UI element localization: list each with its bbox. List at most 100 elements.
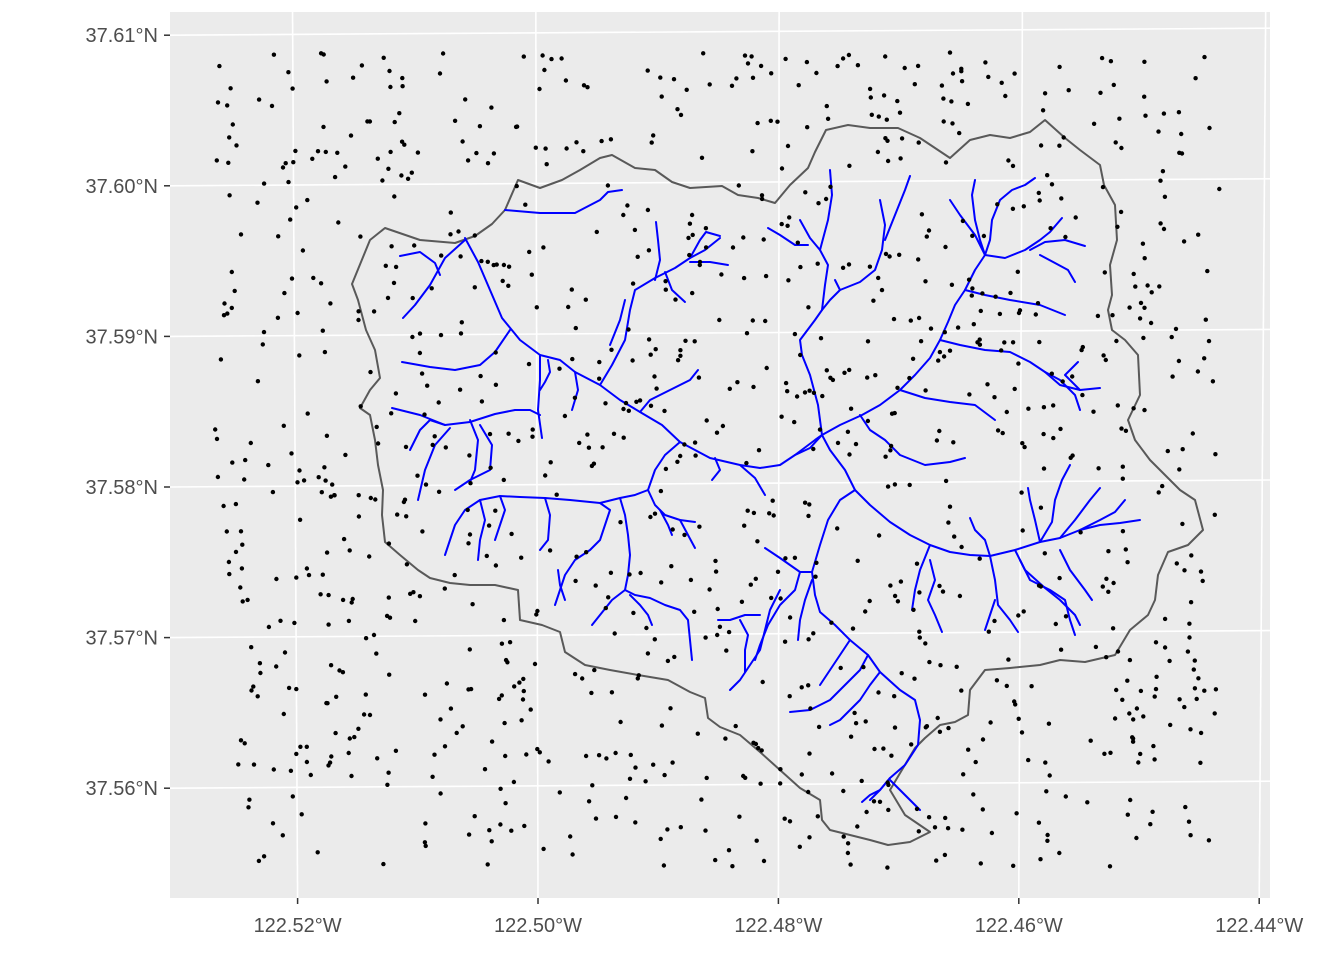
sample-point [479,399,485,404]
sample-point [478,373,483,379]
stream-segment [764,489,856,573]
sample-point [1198,760,1203,765]
sample-point [468,686,474,692]
sample-point [304,744,309,749]
sample-point [687,252,692,258]
sample-point [1037,198,1042,203]
sample-point [917,635,922,640]
sample-point [294,575,299,580]
sample-point [663,279,668,284]
sample-point [281,711,286,717]
sample-point [1207,125,1212,131]
sample-point [1033,312,1039,317]
sample-point [1152,757,1157,762]
sample-point [442,744,448,749]
sample-point [368,369,373,375]
sample-point [745,508,750,513]
sample-point [1162,194,1168,199]
sample-point [1149,290,1154,295]
stream-segment [819,639,851,686]
sample-point [238,529,244,534]
sample-point [422,412,427,417]
sample-point [802,500,808,505]
sample-point [385,295,391,301]
sample-point [389,244,394,249]
sample-point [530,427,535,432]
sample-point [381,861,386,867]
sample-point [1141,335,1146,341]
sample-point [955,325,961,330]
sample-point [438,332,444,338]
stream-segment [679,519,696,549]
sample-point [730,245,736,250]
sample-point [1205,268,1210,274]
stream-segment [1079,519,1141,531]
sample-point [563,78,569,83]
sample-point [855,558,860,563]
sample-point [804,59,810,65]
sample-point [730,864,735,869]
sample-point [537,86,542,92]
sample-point [297,468,302,473]
sample-point [1096,466,1101,471]
sample-point [669,564,674,569]
sample-point [1117,116,1122,121]
sample-point [1213,452,1218,457]
sample-point [1194,696,1199,702]
sample-point [845,850,851,856]
sample-point [908,318,913,323]
sample-point [1088,738,1093,743]
sample-point [957,593,963,599]
stream-segment [619,497,693,661]
sample-point [1038,584,1044,589]
sample-point [873,373,878,378]
sample-point [488,465,493,470]
sample-point [1068,455,1073,460]
sample-point [895,599,901,604]
sample-point [1019,490,1024,495]
sample-point [621,212,626,218]
sample-point [829,771,835,776]
sample-point [413,618,418,624]
sample-point [758,63,764,69]
sample-point [569,287,574,292]
sample-point [570,852,575,857]
sample-point [514,183,519,189]
x-tick-label: 122.48°W [734,915,822,937]
sample-point [1016,716,1021,721]
stream-segment [647,489,696,523]
stream-segment [571,371,579,411]
sample-point [820,393,825,399]
sample-point [970,286,975,291]
sample-point [534,612,539,617]
sample-point [1111,580,1116,586]
sample-point [630,281,636,286]
sample-point [835,526,840,531]
sample-point [1114,338,1119,344]
sample-point [937,583,942,589]
sample-point [318,592,323,597]
sample-point [324,550,330,555]
sample-point [493,350,498,355]
sample-point [1110,313,1115,318]
sample-point [1188,833,1193,838]
sample-point [1113,140,1118,145]
sample-point [638,570,643,576]
sample-point [916,257,921,262]
y-tick-label: 37.58°N [86,477,159,499]
y-tick-label: 37.56°N [86,778,159,800]
sample-point [592,667,597,673]
sample-point [227,571,232,577]
sample-point [885,484,891,489]
sample-point [1174,561,1180,566]
sample-point [1011,863,1016,868]
sample-point [507,640,513,645]
sample-point [609,690,615,695]
sample-point [383,263,388,268]
stream-segment [1027,487,1041,543]
sample-point [947,348,953,353]
sample-point [456,229,461,234]
sample-point [863,609,868,614]
sample-point [915,63,921,69]
sample-point [271,52,277,57]
